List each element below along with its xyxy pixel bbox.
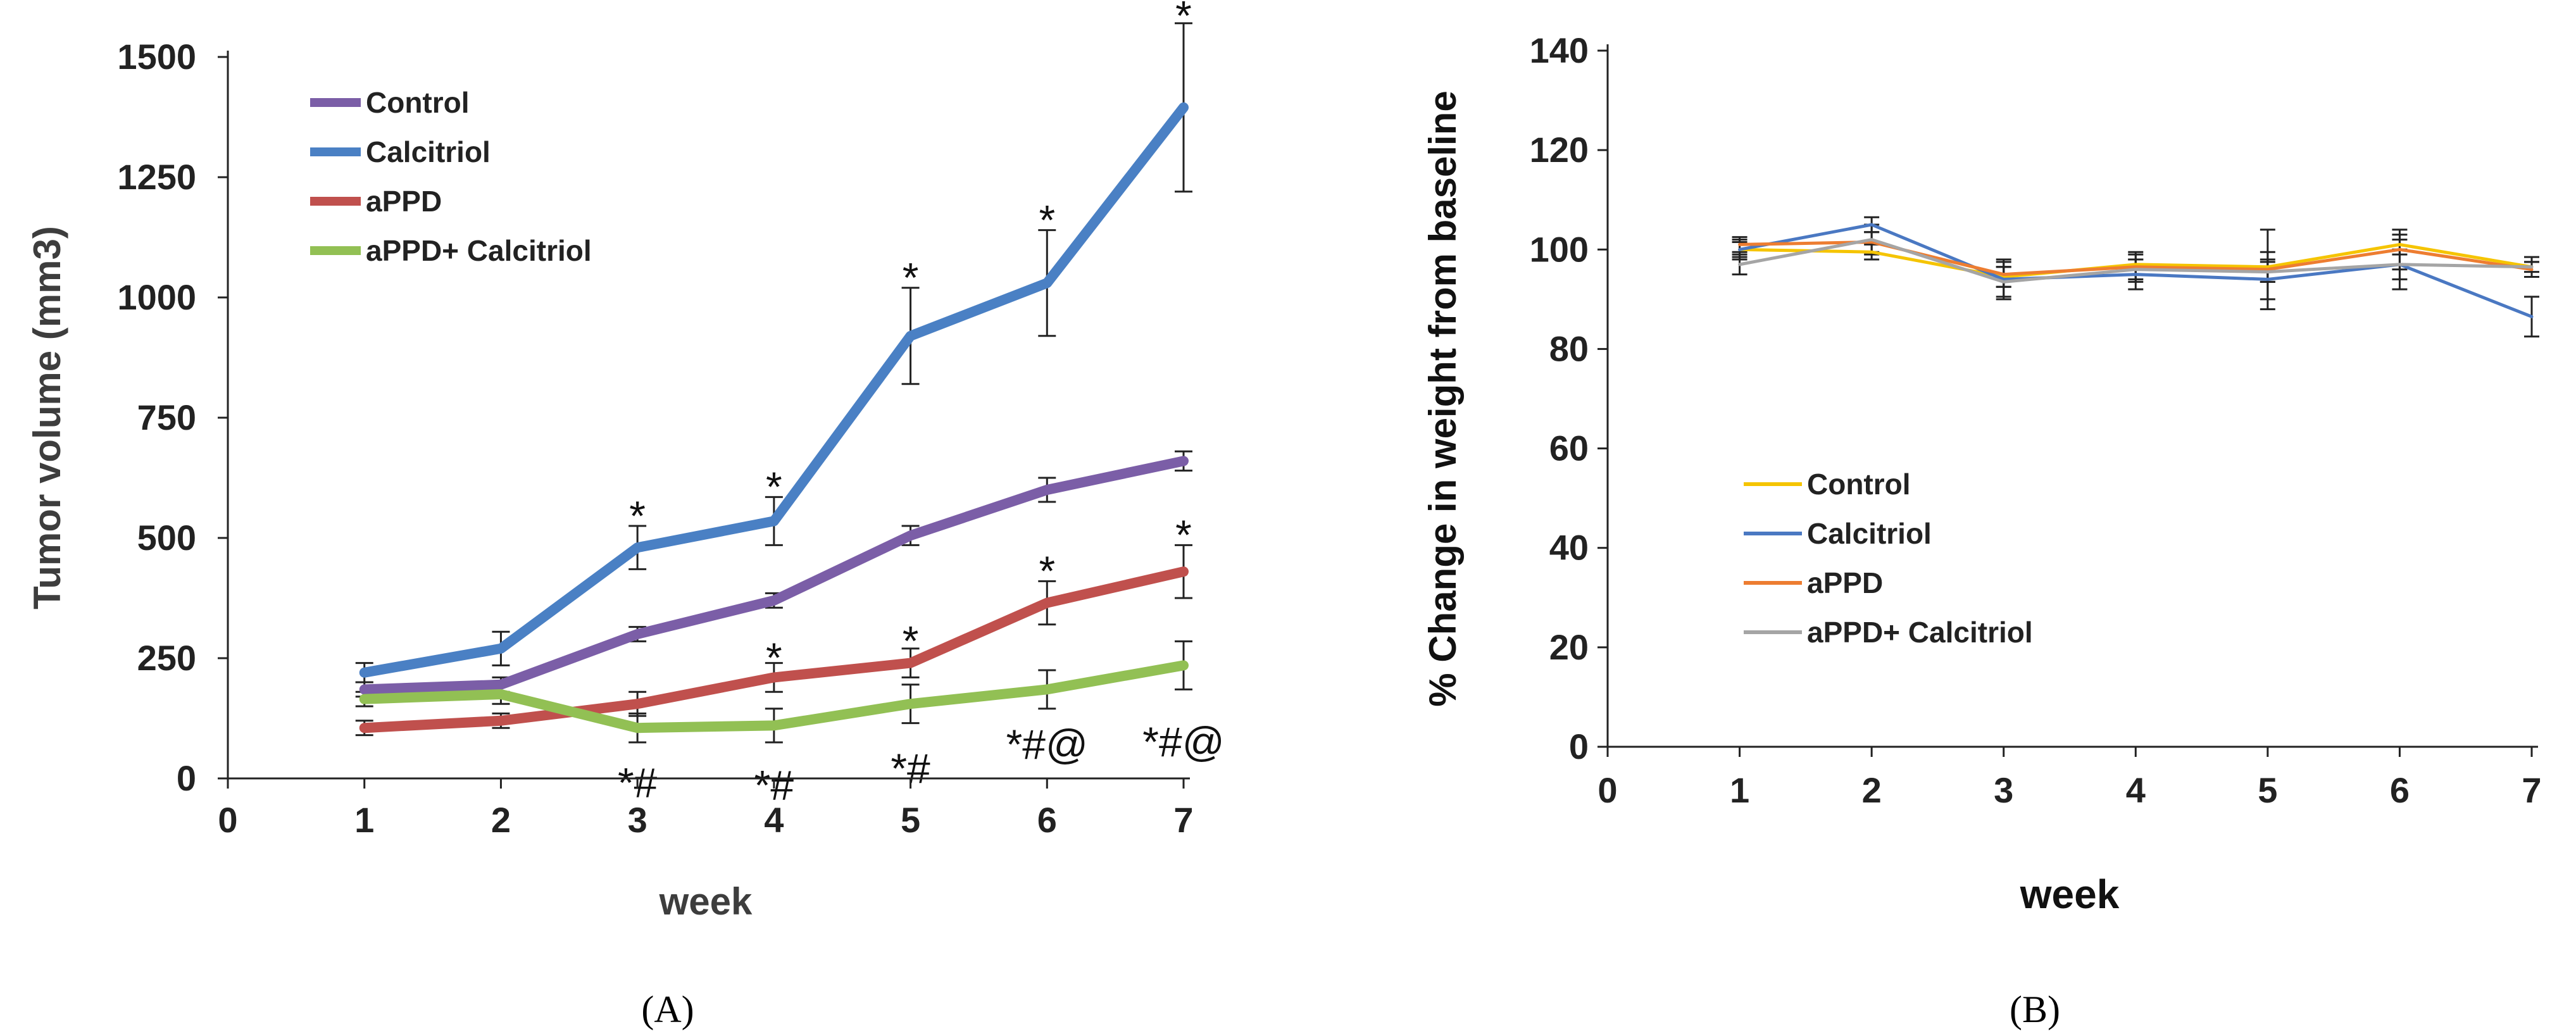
legend-label: Control xyxy=(1807,468,1911,501)
legend-label: aPPD xyxy=(1807,566,1883,599)
y-tick-label: 60 xyxy=(1549,428,1589,468)
x-tick-label: 2 xyxy=(1862,770,1882,810)
x-tick-label: 7 xyxy=(2522,770,2541,810)
y-tick-label: 750 xyxy=(137,397,196,437)
x-tick-label: 6 xyxy=(2390,770,2410,810)
x-tick-label: 1 xyxy=(1730,770,1749,810)
axes: 0 250 500 750 1000 1250 1500 0 1 2 3 4 5 6 7 xyxy=(117,37,1193,840)
y-tick-label: 0 xyxy=(1569,727,1589,766)
series-line-appd-calcitriol xyxy=(359,660,1189,733)
significance-annotation: * xyxy=(1175,0,1192,39)
series-line-calcitriol xyxy=(359,102,1189,678)
error-bars xyxy=(1732,216,2539,338)
x-tick-label: 5 xyxy=(901,800,920,840)
x-tick-label: 3 xyxy=(628,800,647,840)
x-tick-label: 4 xyxy=(764,800,784,840)
significance-annotation: * xyxy=(1175,511,1192,558)
y-tick-label: 100 xyxy=(1530,229,1589,269)
x-tick-label: 4 xyxy=(2126,770,2146,810)
significance-annotation: * xyxy=(903,254,919,301)
legend: Control Calcitriol aPPD aPPD+ Calcitriol xyxy=(1744,468,2033,649)
legend-item: Calcitriol xyxy=(1744,517,1932,550)
x-axis-title: week xyxy=(659,880,753,923)
y-tick-label: 1000 xyxy=(117,277,196,317)
panel-label: (A) xyxy=(641,989,694,1030)
x-tick-label: 0 xyxy=(1597,770,1617,810)
x-tick-label: 1 xyxy=(354,800,374,840)
significance-annotation: * xyxy=(903,617,919,664)
panel-label: (B) xyxy=(2010,989,2060,1030)
y-tick-label: 1500 xyxy=(117,37,196,77)
y-tick-label: 250 xyxy=(137,638,196,678)
legend: Control Calcitriol aPPD aPPD+ Calcitriol xyxy=(310,86,592,267)
series-lines xyxy=(359,102,1189,733)
significance-annotation: * xyxy=(1039,547,1055,594)
chart-panel-b: Control Calcitriol aPPD aPPD+ Calcitriol 0 2… xyxy=(1422,30,2542,1030)
significance-annotation: *#@ xyxy=(1142,718,1224,765)
series-line-appd xyxy=(359,566,1189,733)
x-tick-label: 2 xyxy=(491,800,511,840)
chart-panel-a: Control Calcitriol aPPD aPPD+ Calcitriol * *… xyxy=(26,0,1225,1030)
x-tick-label: 3 xyxy=(1994,770,2013,810)
axes: 0 20 40 60 80 100 120 140 0 1 2 3 4 5 6 7 xyxy=(1530,30,2542,810)
legend-item: Calcitriol xyxy=(310,135,491,168)
significance-annotation: *#@ xyxy=(1006,721,1088,768)
legend-item: aPPD+ Calcitriol xyxy=(310,234,592,267)
y-tick-label: 500 xyxy=(137,518,196,558)
y-tick-label: 40 xyxy=(1549,528,1589,568)
y-axis-title: Tumor volume (mm3) xyxy=(26,226,68,609)
x-tick-label: 5 xyxy=(2258,770,2277,810)
legend-label: Calcitriol xyxy=(366,135,491,168)
legend-label: Calcitriol xyxy=(1807,517,1932,550)
y-tick-label: 140 xyxy=(1530,30,1589,70)
series-line-control xyxy=(1738,242,2534,278)
series-line-appd-calcitriol xyxy=(1738,238,2534,284)
y-tick-label: 80 xyxy=(1549,328,1589,368)
legend-item: aPPD xyxy=(310,185,442,218)
x-tick-label: 0 xyxy=(218,800,237,840)
y-tick-label: 0 xyxy=(177,758,196,798)
y-tick-label: 1250 xyxy=(117,157,196,197)
x-axis-title: week xyxy=(2020,871,2120,917)
series-line-control xyxy=(359,456,1189,695)
legend-label: Control xyxy=(366,86,470,119)
series-lines xyxy=(1738,223,2534,318)
legend-item: Control xyxy=(1744,468,1911,501)
legend-label: aPPD+ Calcitriol xyxy=(366,234,592,267)
y-axis-title: % Change in weight from baseline xyxy=(1422,90,1464,706)
significance-annotation: * xyxy=(1039,196,1055,243)
significance-annotation: * xyxy=(629,492,646,539)
legend-item: aPPD+ Calcitriol xyxy=(1744,616,2033,649)
significance-annotation: * xyxy=(766,634,782,681)
y-tick-label: 120 xyxy=(1530,130,1589,170)
x-tick-label: 7 xyxy=(1173,800,1193,840)
series-line-appd xyxy=(1738,240,2534,277)
significance-annotation: * xyxy=(766,463,782,510)
x-tick-label: 6 xyxy=(1037,800,1057,840)
legend-label: aPPD xyxy=(366,185,442,218)
y-tick-label: 20 xyxy=(1549,627,1589,667)
legend-item: aPPD xyxy=(1744,566,1883,599)
legend-label: aPPD+ Calcitriol xyxy=(1807,616,2033,649)
legend-item: Control xyxy=(310,86,470,119)
